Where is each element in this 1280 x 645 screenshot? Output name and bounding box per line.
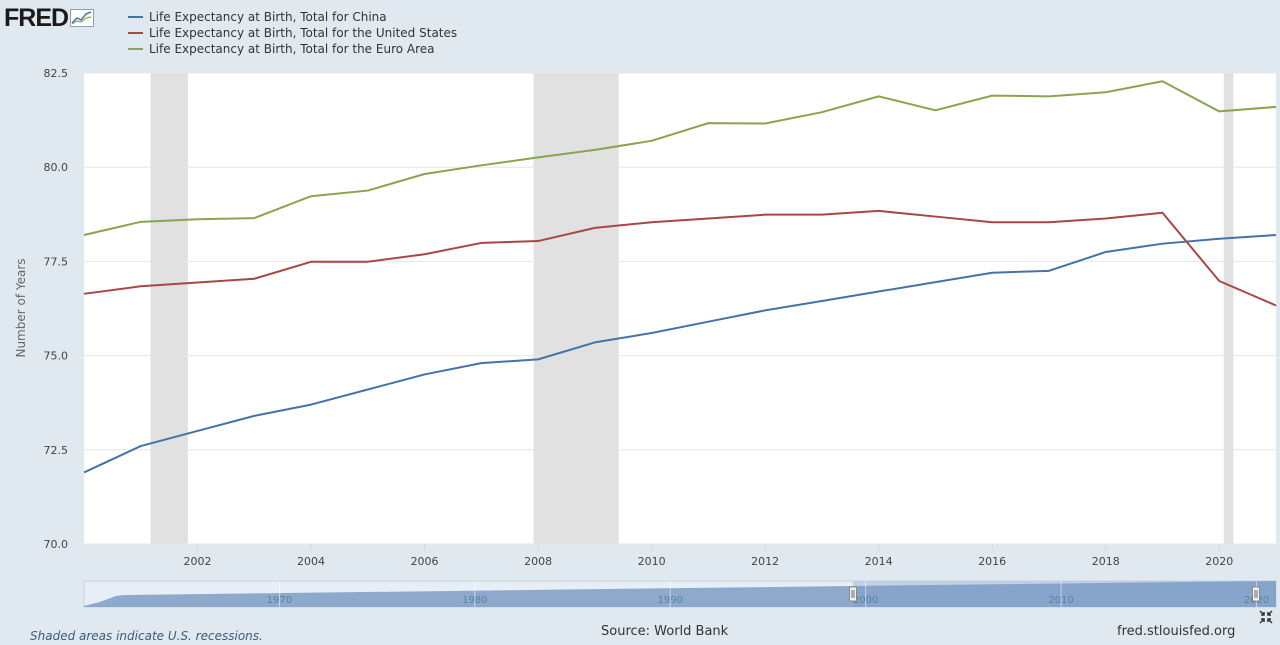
chart-legend: Life Expectancy at Birth, Total for Chin… [128,9,457,57]
y-tick-label: 82.5 [44,67,69,80]
y-axis-ticks: 70.0 72.5 75.0 77.5 80.0 82.5 [44,67,69,551]
series-line-china[interactable] [83,234,1277,474]
navigator-left-handle[interactable] [849,586,857,602]
navigator-tick-label: 1990 [658,595,683,606]
y-tick-label: 80.0 [44,161,69,174]
legend-item-euro-area[interactable]: Life Expectancy at Birth, Total for the … [128,41,457,57]
x-tick-label: 2004 [297,555,325,568]
navigator-tick-label: 2010 [1048,595,1073,606]
legend-item-united-states[interactable]: Life Expectancy at Birth, Total for the … [128,25,457,41]
legend-swatch-united-states [128,32,143,34]
fred-chart-logo-icon [70,9,95,27]
x-tick-label: 2020 [1205,555,1233,568]
fred-logo[interactable]: FRED [4,4,95,32]
navigator-tick-label: 1970 [267,595,292,606]
legend-label-euro-area: Life Expectancy at Birth, Total for the … [149,42,435,56]
x-tick-label: 2012 [751,555,779,568]
y-tick-label: 70.0 [44,538,69,551]
y-axis-label: Number of Years [14,258,28,357]
recession-band [150,73,188,544]
recession-band [1223,73,1234,544]
x-tick-label: 2014 [865,555,893,568]
x-tick-label: 2010 [638,555,666,568]
recession-band [533,73,619,544]
legend-label-china: Life Expectancy at Birth, Total for Chin… [149,10,387,24]
collapse-icon[interactable] [1259,610,1273,624]
x-tick-label: 2016 [978,555,1006,568]
y-tick-label: 72.5 [44,444,69,457]
navigator-right-handle[interactable] [1252,586,1260,602]
navigator-series-area [84,581,1276,607]
legend-item-china[interactable]: Life Expectancy at Birth, Total for Chin… [128,9,457,25]
legend-swatch-china [128,16,143,18]
data-series [83,80,1277,474]
y-tick-label: 75.0 [44,350,69,363]
recession-note: Shaded areas indicate U.S. recessions. [30,629,263,643]
x-axis-ticks: 2002 2004 2006 2008 2010 2012 2014 2016 2018 2020 [184,544,1233,568]
x-tick-label: 2018 [1092,555,1120,568]
series-line-euro-area[interactable] [83,80,1277,236]
x-tick-label: 2008 [524,555,552,568]
source-text: Source: World Bank [601,624,729,639]
legend-label-united-states: Life Expectancy at Birth, Total for the … [149,26,458,40]
plot-area [84,73,1276,544]
legend-swatch-euro-area [128,48,143,50]
x-tick-label: 2002 [184,555,212,568]
navigator-tick-label: 2000 [853,595,878,606]
range-navigator[interactable]: 197019801990200020102020 [83,580,1277,608]
x-tick-label: 2006 [411,555,439,568]
y-tick-label: 77.5 [44,255,69,268]
site-link[interactable]: fred.stlouisfed.org [1117,624,1236,639]
navigator-tick-label: 1980 [462,595,487,606]
series-line-united-states[interactable] [83,209,1277,307]
fred-logo-text: FRED [4,4,69,32]
